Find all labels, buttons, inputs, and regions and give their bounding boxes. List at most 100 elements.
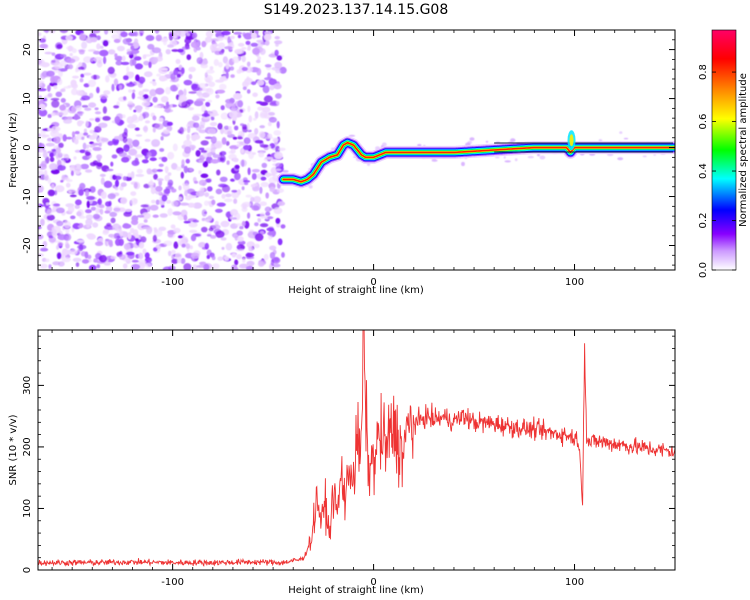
noise-blob [205, 87, 214, 95]
noise-blob [98, 122, 108, 128]
noise-blob [257, 56, 261, 61]
noise-blob [92, 213, 101, 220]
noise-blob [242, 180, 251, 183]
noise-blob [181, 67, 185, 75]
noise-blob [274, 168, 282, 172]
noise-blob [51, 59, 56, 63]
noise-blob [149, 157, 157, 162]
noise-blob [105, 238, 110, 242]
noise-blob [241, 201, 251, 208]
noise-blob [195, 150, 201, 157]
noise-blob [264, 40, 270, 46]
noise-blob [111, 34, 119, 40]
noise-blob [198, 94, 204, 99]
noise-blob [170, 224, 176, 229]
noise-blob [79, 182, 86, 190]
noise-blob [257, 261, 265, 267]
spectrogram-y-tick-label: 20 [22, 43, 33, 56]
noise-blob [200, 140, 209, 146]
noise-blob [180, 258, 186, 264]
noise-blob [653, 154, 657, 156]
noise-blob [143, 60, 150, 66]
noise-blob [221, 137, 227, 145]
noise-blob [158, 117, 164, 122]
noise-blob [151, 199, 156, 204]
noise-blob [204, 72, 208, 78]
noise-blob [126, 66, 130, 73]
noise-blob [259, 223, 269, 228]
noise-blob [192, 32, 198, 39]
noise-blob [183, 79, 193, 86]
noise-blob [218, 42, 226, 49]
noise-blob [192, 264, 198, 270]
noise-blob [206, 255, 210, 259]
noise-blob [280, 224, 286, 229]
noise-blob [214, 30, 222, 34]
noise-blob [99, 49, 109, 57]
noise-blob [97, 199, 101, 204]
snr-x-tick-label: -100 [161, 577, 184, 588]
noise-blob [57, 159, 62, 167]
noise-blob [151, 47, 162, 54]
noise-blob [102, 106, 107, 114]
noise-blob [142, 88, 150, 92]
noise-blob [122, 114, 126, 119]
noise-blob [130, 191, 137, 197]
noise-blob [230, 74, 235, 78]
noise-blob [103, 180, 113, 188]
noise-blob [275, 93, 282, 99]
noise-blob [122, 136, 128, 144]
noise-blob [50, 97, 60, 101]
noise-blob [206, 234, 212, 237]
noise-blob [38, 170, 45, 175]
noise-blob [47, 178, 52, 184]
noise-blob [155, 87, 165, 95]
noise-blob [229, 216, 233, 220]
noise-blob [173, 241, 179, 249]
noise-blob [50, 168, 60, 175]
noise-blob [282, 170, 289, 173]
noise-blob [110, 161, 114, 167]
noise-blob [175, 58, 181, 65]
noise-blob [158, 226, 167, 231]
noise-blob [236, 230, 243, 236]
noise-blob [133, 31, 139, 37]
noise-blob [642, 155, 647, 158]
spectrogram-y-tick-label: 10 [22, 92, 33, 105]
noise-blob [46, 209, 53, 217]
noise-blob [85, 120, 89, 128]
noise-blob [219, 157, 225, 161]
noise-blob [89, 144, 96, 148]
noise-blob [181, 159, 185, 167]
noise-blob [74, 114, 79, 121]
noise-blob [258, 151, 265, 158]
noise-blob [209, 66, 214, 71]
noise-blob [241, 206, 248, 212]
noise-blob [139, 263, 147, 267]
noise-blob [127, 232, 132, 240]
noise-blob [495, 156, 500, 159]
noise-blob [99, 94, 109, 100]
noise-blob [241, 47, 247, 50]
noise-blob [200, 173, 209, 179]
snr-x-tick-label: 100 [565, 577, 584, 588]
noise-blob [216, 36, 224, 41]
noise-blob [96, 86, 100, 94]
noise-blob [63, 86, 71, 89]
noise-blob [206, 69, 215, 74]
noise-blob [167, 208, 173, 216]
noise-blob [132, 139, 140, 147]
noise-blob [205, 101, 211, 107]
noise-blob [91, 142, 100, 146]
noise-blob [77, 120, 85, 125]
noise-blob [87, 79, 97, 88]
noise-blob [78, 62, 83, 67]
noise-blob [237, 100, 244, 108]
noise-blob [84, 251, 89, 259]
noise-blob [273, 130, 282, 136]
noise-blob [74, 149, 81, 153]
noise-blob [38, 95, 43, 100]
noise-blob [161, 194, 168, 202]
noise-blob [135, 145, 142, 150]
noise-blob [176, 83, 180, 88]
